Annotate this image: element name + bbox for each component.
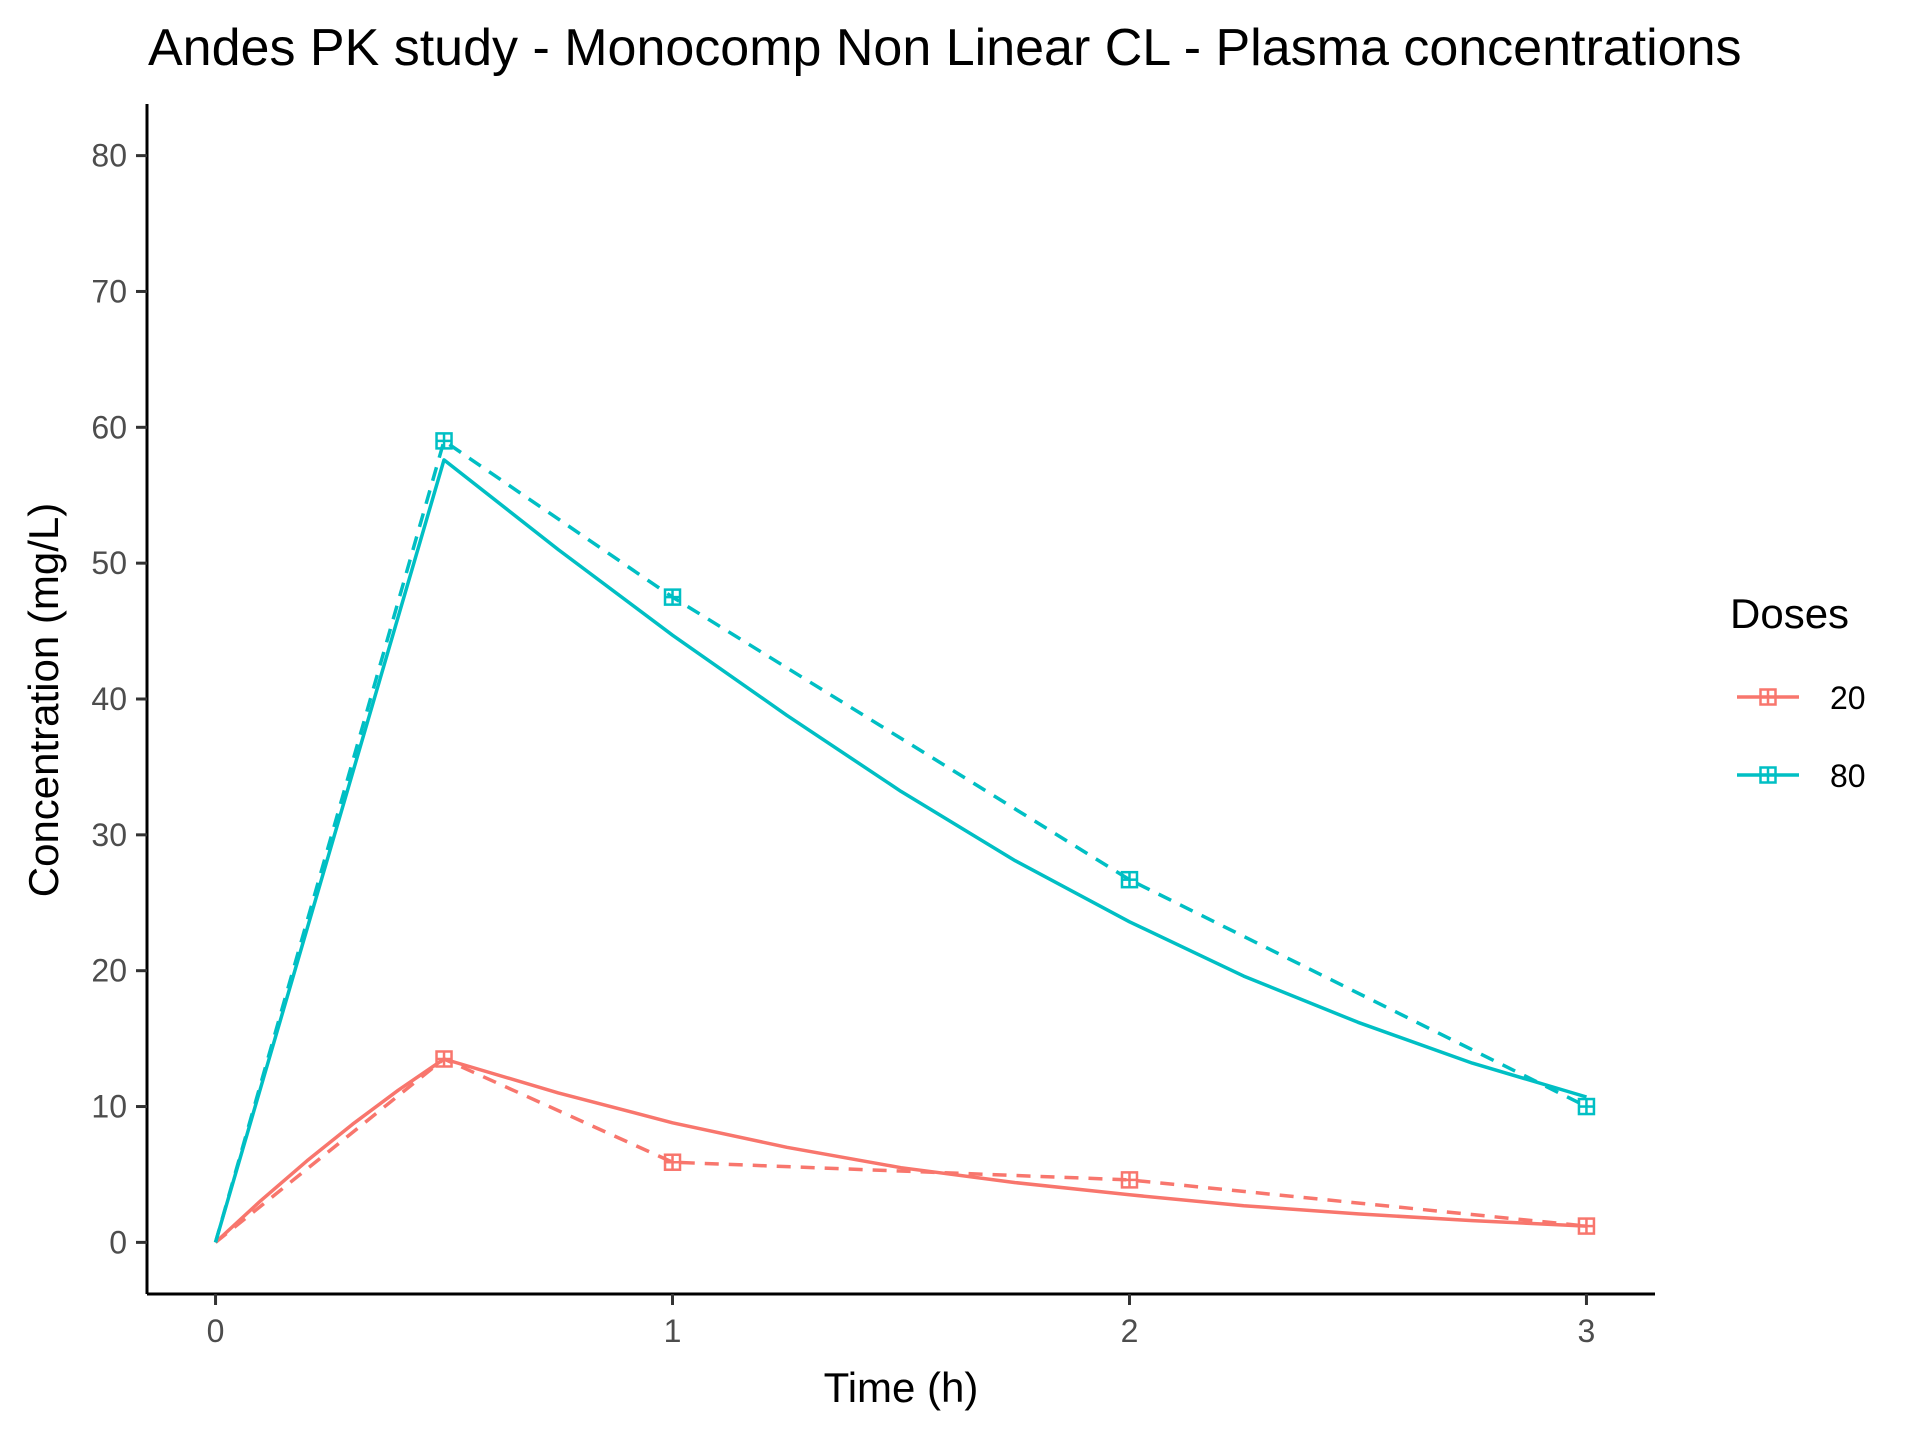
observed-point-dose-20 — [435, 1050, 453, 1068]
legend-title: Doses — [1730, 590, 1849, 637]
observed-line-dose-20 — [214, 1057, 1587, 1244]
y-tick-label: 30 — [91, 817, 127, 853]
y-tick-label: 20 — [91, 953, 127, 989]
y-tick-label: 40 — [91, 681, 127, 717]
legend-label: 80 — [1830, 758, 1866, 794]
x-tick-label: 3 — [1578, 1313, 1596, 1349]
legend: Doses 20 80 — [1730, 590, 1866, 794]
predicted-line-dose-80 — [213, 458, 1587, 1243]
observed-point-dose-80 — [435, 432, 453, 450]
observed-point-dose-80 — [1120, 870, 1139, 889]
y-tick-label: 60 — [91, 409, 127, 445]
observed-point-dose-20 — [663, 1153, 682, 1171]
legend-swatch-marker — [1759, 688, 1777, 706]
legend-label: 20 — [1830, 680, 1866, 716]
observed-point-dose-20 — [1577, 1217, 1596, 1235]
y-tick-label: 0 — [109, 1224, 127, 1260]
observed-point-dose-80 — [1577, 1097, 1596, 1116]
y-tick-label: 10 — [91, 1089, 127, 1125]
observed-line-dose-80 — [213, 439, 1588, 1243]
x-axis-title: Time (h) — [824, 1364, 979, 1411]
y-tick-label: 70 — [91, 273, 127, 309]
chart-title: Andes PK study - Monocomp Non Linear CL … — [148, 19, 1742, 77]
y-tick-label: 50 — [91, 545, 127, 581]
y-tick-label: 80 — [91, 138, 127, 174]
plot-area — [213, 432, 1596, 1244]
predicted-line-dose-20 — [214, 1057, 1587, 1244]
legend-item-80: 80 — [1737, 758, 1866, 794]
y-axis-title: Concentration (mg/L) — [20, 503, 67, 898]
legend-item-20: 20 — [1737, 680, 1866, 716]
x-tick-label: 1 — [664, 1313, 682, 1349]
observed-point-dose-80 — [663, 588, 682, 606]
observed-point-dose-20 — [1120, 1171, 1139, 1189]
x-tick-label: 2 — [1121, 1313, 1139, 1349]
legend-swatch-marker — [1759, 766, 1777, 784]
x-tick-label: 0 — [207, 1313, 225, 1349]
